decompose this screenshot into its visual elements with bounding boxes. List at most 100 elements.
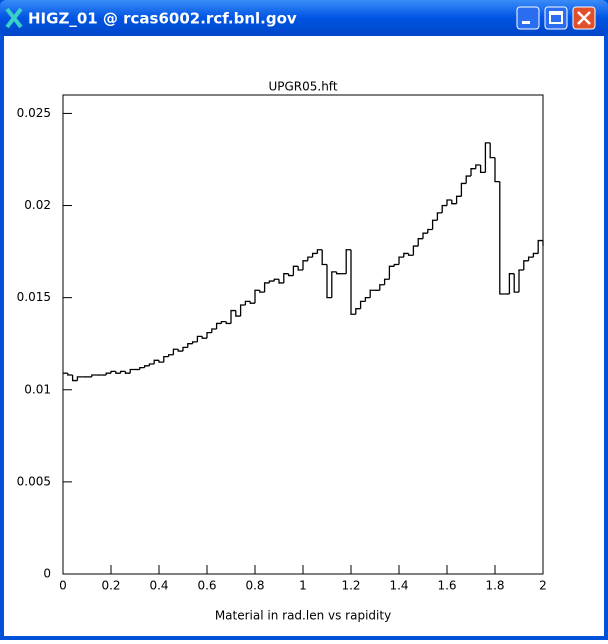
chart-title: UPGR05.hft: [268, 80, 337, 94]
histogram-bin: [307, 256, 313, 261]
histogram-bin: [115, 371, 121, 374]
histogram-bin: [537, 239, 543, 254]
histogram-bin: [518, 269, 524, 293]
x-tick-label: 1.2: [341, 579, 360, 593]
histogram-bin: [220, 320, 227, 324]
histogram-bin: [139, 367, 145, 370]
histogram-bin: [187, 343, 193, 348]
x-tick-label: 0.4: [149, 579, 168, 593]
histogram-bin: [225, 321, 231, 325]
histogram-bin: [196, 335, 203, 342]
histogram-bin: [153, 359, 159, 364]
histogram-bin: [422, 232, 428, 239]
histogram-bin: [475, 164, 481, 169]
histogram-bin: [143, 365, 150, 368]
histogram-bin: [119, 370, 126, 374]
client-area: [4, 36, 604, 636]
histogram-bin: [364, 297, 371, 302]
window-title: HIGZ_01 @ rcas6002.rcf.bnl.gov: [28, 10, 297, 28]
histogram-bin: [268, 280, 275, 283]
x-tick-label: 0: [59, 579, 67, 593]
histogram-bin: [431, 219, 438, 230]
histogram-bin: [393, 263, 399, 267]
histogram-bin: [263, 282, 270, 293]
maximize-button[interactable]: [544, 6, 568, 30]
histogram-bin: [239, 304, 246, 317]
minimize-button[interactable]: [516, 6, 540, 30]
histogram-bin: [163, 355, 169, 363]
histogram-bin: [105, 372, 111, 376]
histogram-bin: [211, 328, 217, 333]
x-tick-label: 1: [299, 579, 307, 593]
histogram-bin: [244, 300, 251, 306]
close-button[interactable]: [572, 6, 596, 30]
histogram-bin: [436, 212, 443, 221]
histogram-bin: [167, 354, 174, 357]
x-axis-label: Material in rad.len vs rapidity: [215, 609, 391, 623]
histogram-bin: [470, 168, 476, 177]
histogram-bin: [148, 363, 155, 366]
histogram-bin: [316, 249, 323, 254]
histogram-bin: [191, 341, 198, 344]
y-tick-label: 0.015: [17, 290, 51, 304]
histogram-bin: [67, 373, 73, 376]
histogram-bin: [359, 300, 366, 309]
histogram-bin: [441, 204, 447, 213]
histogram-bin: [527, 256, 534, 261]
y-tick-label: 0.025: [17, 106, 51, 120]
x-tick-label: 1.8: [485, 579, 504, 593]
x-tick-label: 0.2: [101, 579, 120, 593]
histogram-bin: [532, 252, 539, 258]
x-tick-label: 1.6: [437, 579, 456, 593]
histogram-bin: [383, 278, 390, 285]
histogram-bin: [302, 260, 308, 271]
histogram-bin: [206, 332, 212, 339]
histogram-bin: [407, 253, 414, 256]
histogram-bin: [499, 181, 505, 295]
histogram-bin: [177, 349, 183, 352]
histogram-bin: [249, 301, 255, 304]
histogram-bin: [182, 346, 188, 352]
histogram-bin: [412, 245, 419, 256]
histogram-bin: [321, 249, 327, 266]
histogram-bin: [388, 265, 395, 280]
histogram-bin: [508, 273, 515, 294]
histogram-bin: [369, 289, 375, 298]
histogram-bin: [455, 195, 462, 204]
histogram-bin: [379, 284, 385, 291]
histogram-bin: [201, 336, 207, 339]
x-tick-label: 0.8: [245, 579, 264, 593]
histogram-bin: [326, 264, 332, 299]
histogram-bin: [494, 157, 500, 183]
histogram-bin: [403, 252, 409, 258]
histogram-bin: [355, 308, 361, 315]
histogram-bin: [71, 375, 78, 382]
histogram-bin: [513, 273, 519, 293]
histogram-bin: [76, 376, 83, 381]
y-tick-label: 0.02: [24, 198, 51, 212]
histogram-bin: [465, 175, 471, 184]
histogram-bin: [129, 368, 135, 374]
histogram-bin: [283, 273, 289, 283]
app-icon: [5, 7, 23, 29]
histogram-bin: [297, 266, 303, 271]
histogram-bin: [235, 310, 241, 317]
histogram-bin: [91, 374, 97, 377]
x-tick-label: 2: [539, 579, 547, 593]
histogram-bin: [311, 252, 318, 258]
y-tick-label: 0.005: [17, 474, 51, 488]
x-tick-label: 1.4: [389, 579, 408, 593]
histogram-bin: [489, 142, 495, 159]
histogram-bin: [259, 290, 265, 293]
histogram-bin: [335, 271, 342, 275]
histogram-bin: [172, 348, 179, 355]
histogram-bin: [479, 165, 486, 174]
histogram-bin: [158, 360, 164, 363]
histogram-bin: [287, 273, 294, 277]
histogram-bin: [345, 249, 351, 274]
histogram-bin: [273, 278, 279, 282]
histogram-bin: [292, 265, 299, 276]
histogram-bin: [460, 182, 467, 197]
histogram-bin: [230, 309, 236, 324]
